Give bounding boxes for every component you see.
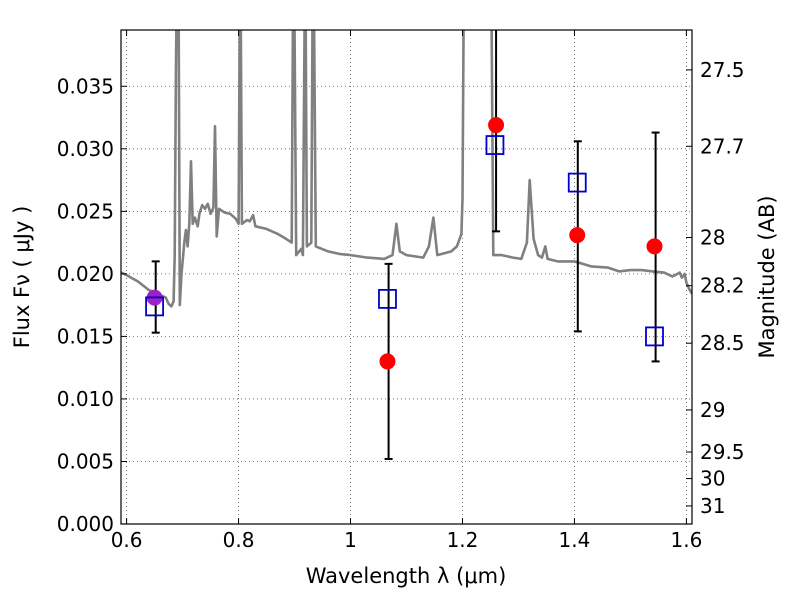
model-flux-point: [378, 288, 397, 309]
y2-tick-label: 28: [700, 225, 725, 249]
y2-tick-label: 27.5: [700, 58, 745, 82]
y2-axis-title: Magnitude (AB): [755, 195, 779, 358]
x-tick-label: 1.4: [559, 528, 591, 552]
observed-flux-point: [379, 353, 396, 370]
grid-lines: [121, 30, 692, 525]
model-flux-point: [145, 296, 164, 317]
y-tick-label: 0.030: [57, 137, 114, 161]
y-tick-label: 0.025: [57, 199, 114, 223]
y2-tick-label: 31: [700, 494, 725, 518]
x-axis-title: Wavelength λ (μm): [306, 564, 507, 588]
axis-ticks: [121, 30, 692, 525]
plot-area: [121, 30, 692, 460]
x-tick-label: 0.8: [223, 528, 255, 552]
observed-flux-point: [569, 227, 586, 244]
y-tick-label: 0.005: [57, 449, 114, 473]
y2-tick-label: 29: [700, 398, 725, 422]
x-tick-label: 0.6: [111, 528, 143, 552]
observed-flux-point: [488, 117, 505, 134]
y-tick-label: 0.010: [57, 387, 114, 411]
x-tick-label: 1.6: [670, 528, 702, 552]
y-tick-label: 0.020: [57, 262, 114, 286]
model-flux-point: [645, 326, 664, 347]
x-tick-label: 1.2: [447, 528, 479, 552]
model-flux-point: [567, 172, 587, 193]
observed-flux-point: [646, 238, 663, 255]
model-flux-point: [485, 135, 505, 155]
y-axis-title: Flux Fν ( μJy ): [10, 206, 34, 349]
tick-labels: 0.6 0.8 1 1.2 1.4 1.6 0.000 0.005 0.010 0.015 0.02…: [57, 58, 745, 552]
y-tick-label: 0.015: [57, 324, 114, 348]
y2-tick-label: 28.5: [700, 331, 745, 355]
plot-frame: [120, 29, 693, 525]
y2-tick-label: 30: [700, 467, 725, 491]
model-spectrum-line: [121, 30, 692, 308]
y-tick-label: 0.035: [57, 74, 114, 98]
x-tick-label: 1: [344, 528, 357, 552]
y2-tick-label: 27.7: [700, 134, 745, 158]
y2-tick-label: 29.5: [700, 440, 745, 464]
y2-tick-label: 28.2: [700, 274, 745, 298]
y-tick-label: 0.000: [57, 512, 114, 536]
